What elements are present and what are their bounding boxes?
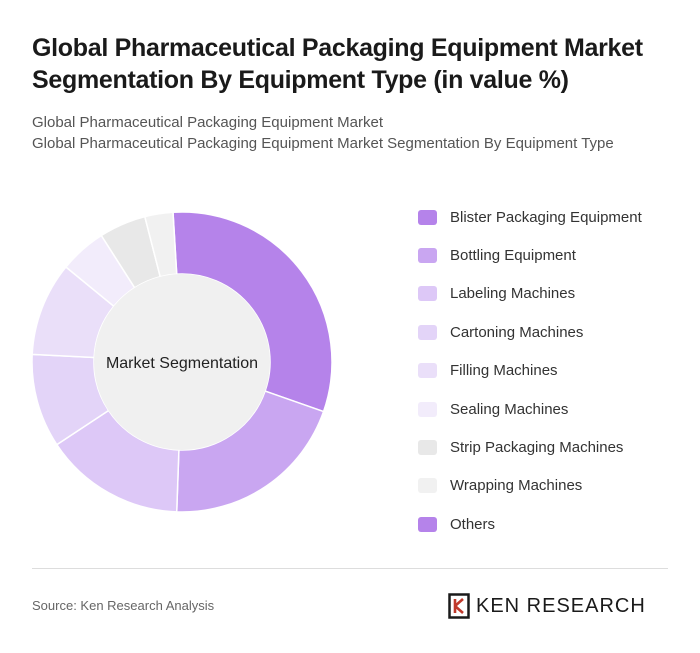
legend-swatch (418, 363, 437, 379)
legend-swatch (418, 401, 437, 417)
legend-swatch (418, 286, 437, 302)
brand-name: KEN RESEARCH (476, 594, 646, 617)
legend-swatch (418, 209, 437, 225)
legend-item: Wrapping Machines (418, 467, 688, 505)
legend-label: Others (450, 515, 496, 533)
legend-label: Wrapping Machines (450, 477, 583, 495)
chart-subtitle: Global Pharmaceutical Packaging Equipmen… (32, 112, 672, 154)
ken-research-logo-icon (448, 593, 470, 619)
legend-label: Cartoning Machines (450, 323, 584, 341)
center-label: Market Segmentation (106, 355, 258, 372)
legend-item: Bottling Equipment (418, 236, 688, 274)
subtitle-line-2: Global Pharmaceutical Packaging Equipmen… (32, 135, 614, 152)
legend-label: Strip Packaging Machines (450, 439, 624, 457)
legend-swatch (418, 248, 437, 264)
legend-item: Strip Packaging Machines (418, 428, 688, 466)
source-note: Source: Ken Research Analysis (32, 598, 215, 613)
legend-swatch (418, 516, 437, 532)
legend-label: Filling Machines (450, 362, 558, 380)
legend-item: Labeling Machines (418, 275, 688, 313)
chart-title: Global Pharmaceutical Packaging Equipmen… (32, 34, 643, 94)
legend-item: Cartoning Machines (418, 313, 688, 351)
legend-item: Filling Machines (418, 352, 688, 390)
donut-chart: Market Segmentation (32, 212, 332, 512)
brand-logo: KEN RESEARCH (448, 592, 646, 620)
chart-legend: Blister Packaging Equipment Bottling Equi… (418, 198, 688, 544)
legend-swatch (418, 478, 437, 494)
legend-label: Bottling Equipment (450, 247, 576, 265)
legend-item: Blister Packaging Equipment (418, 198, 688, 236)
legend-item: Sealing Machines (418, 390, 688, 428)
legend-label: Labeling Machines (450, 285, 576, 303)
donut-chart-svg: Market Segmentation (32, 212, 332, 512)
legend-label: Sealing Machines (450, 400, 569, 418)
footer-divider (32, 568, 668, 569)
legend-label: Blister Packaging Equipment (450, 208, 642, 226)
subtitle-line-1: Global Pharmaceutical Packaging Equipmen… (32, 114, 384, 131)
legend-swatch (418, 440, 437, 456)
donut-center (94, 274, 270, 450)
legend-swatch (418, 324, 437, 340)
legend-item: Others (418, 505, 688, 543)
